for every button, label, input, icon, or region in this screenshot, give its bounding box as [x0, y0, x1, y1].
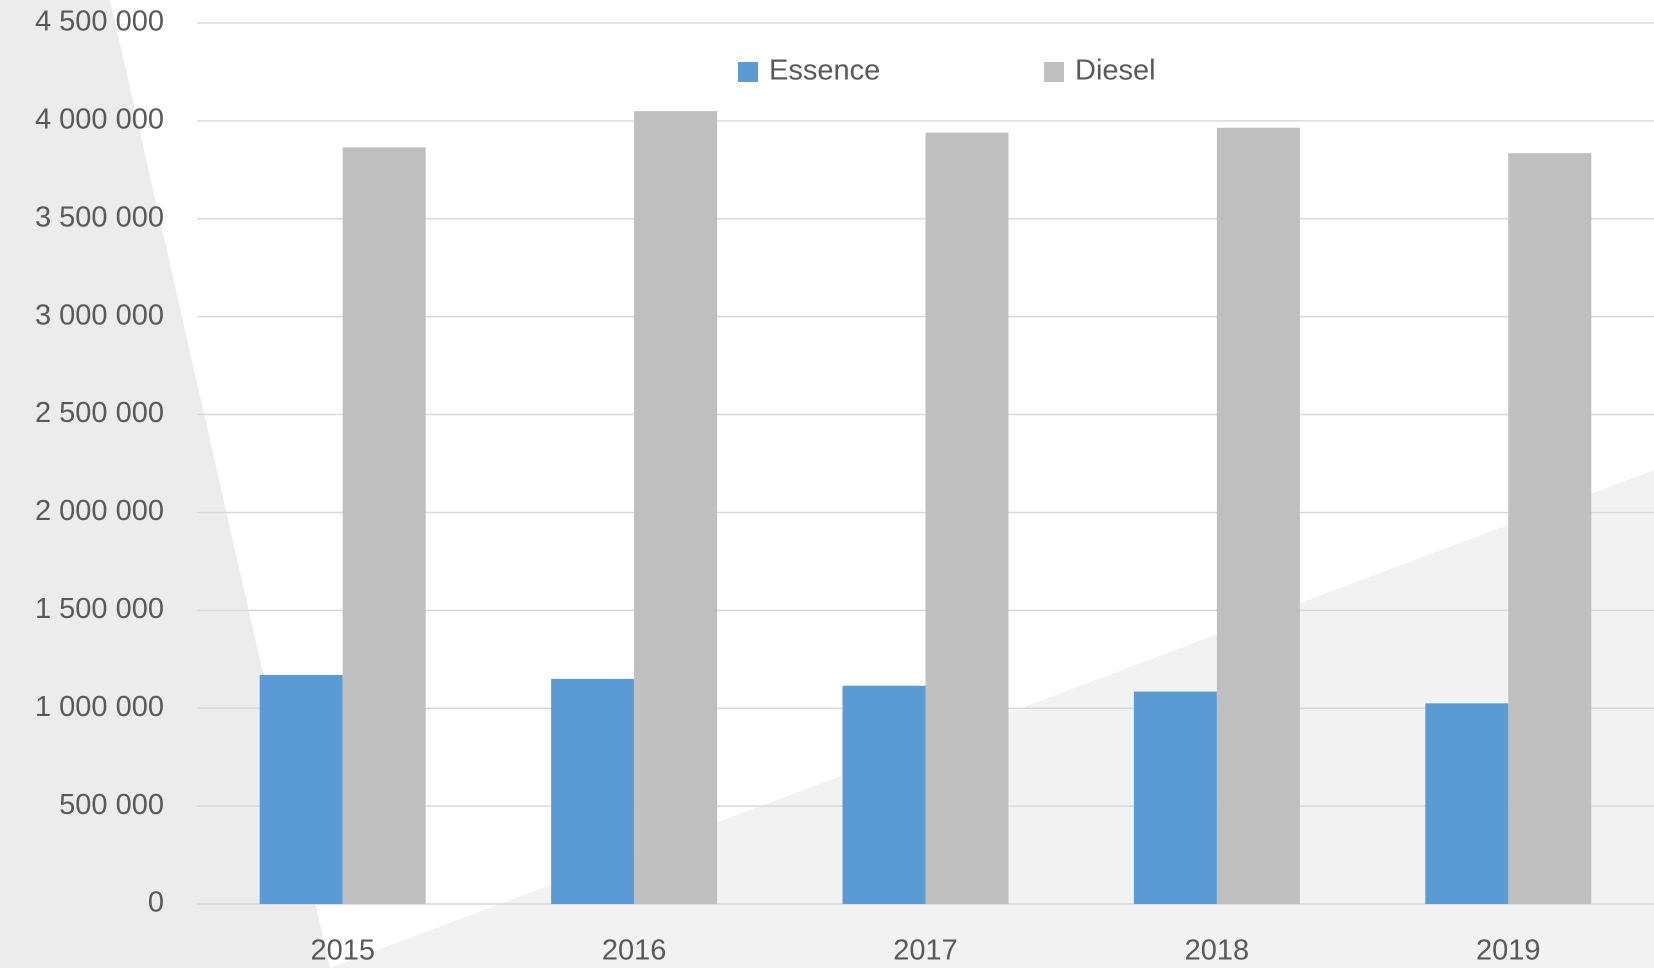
x-tick-label: 2017	[893, 935, 958, 967]
y-tick-label: 1 500 000	[35, 593, 164, 625]
background-shade	[0, 0, 330, 968]
bar	[1508, 153, 1592, 905]
y-tick-label: 4 000 000	[35, 104, 164, 136]
y-tick-label: 4 500 000	[35, 6, 164, 38]
y-tick-label: 3 000 000	[35, 299, 164, 331]
y-tick-label: 1 000 000	[35, 691, 164, 723]
y-tick-label: 2 000 000	[35, 495, 164, 527]
bar	[1216, 127, 1300, 905]
x-tick-label: 2015	[310, 935, 375, 967]
y-tick-label: 3 500 000	[35, 201, 164, 233]
bar	[842, 685, 926, 904]
x-tick-label: 2019	[1476, 935, 1541, 967]
y-tick-label: 0	[148, 887, 164, 919]
x-tick-label: 2016	[602, 935, 667, 967]
y-tick-label: 500 000	[59, 789, 164, 821]
legend-swatch	[1044, 62, 1064, 82]
bar	[342, 147, 426, 904]
legend-swatch	[738, 62, 758, 82]
bar	[1133, 691, 1217, 904]
bar	[259, 674, 343, 904]
bar	[551, 678, 635, 904]
legend-label: Diesel	[1075, 55, 1156, 87]
bar	[925, 132, 1009, 904]
bar	[1425, 703, 1509, 904]
x-tick-label: 2018	[1185, 935, 1250, 967]
bar	[634, 111, 718, 905]
legend-label: Essence	[769, 55, 880, 87]
y-tick-label: 2 500 000	[35, 397, 164, 429]
